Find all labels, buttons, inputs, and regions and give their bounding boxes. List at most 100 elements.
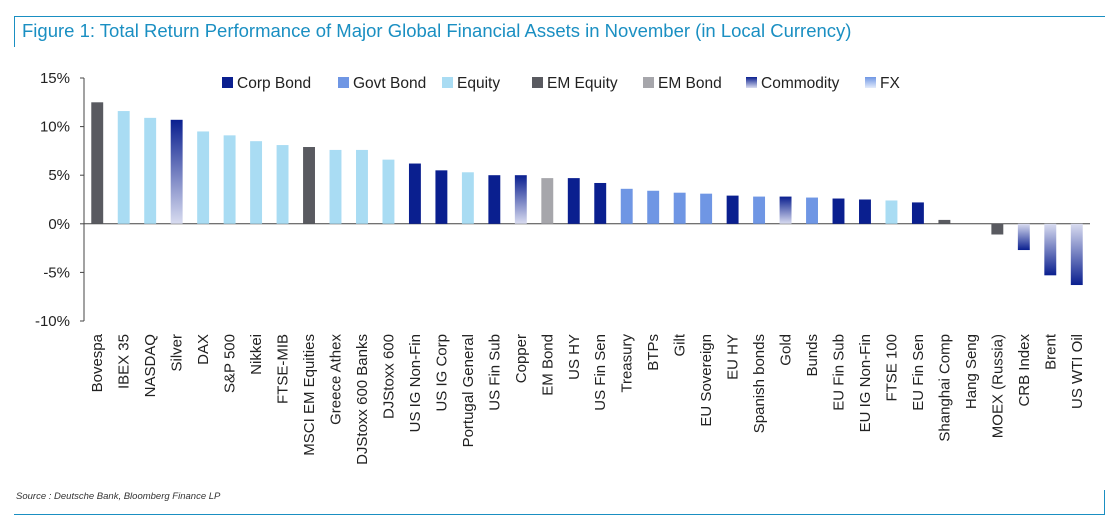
bar [144,117,157,224]
x-tick-label: MOEX (Russia) [989,334,1006,438]
legend-swatch [643,77,654,88]
bar [541,178,554,224]
bar [911,202,924,224]
legend-label: Govt Bond [353,75,426,92]
bar [382,159,395,224]
x-tick-label: FTSE-MIB [275,334,292,404]
x-tick-label: DJStoxx 600 Banks [354,334,371,465]
legend-swatch [338,77,349,88]
bar [1044,223,1057,276]
footer-frame [14,490,1105,515]
bar [461,172,474,224]
bar [594,182,607,224]
bar [991,223,1004,235]
bar [91,102,104,224]
bar [356,149,368,224]
legend: Corp Bond Govt Bond Equity EM Equity EM Bond… [222,75,900,92]
x-tick-label: DAX [195,334,212,365]
bar [673,192,686,224]
x-tick-label: Treasury [619,334,636,393]
bar [726,195,739,224]
x-tick-label: EU IG Non-Fin [857,334,874,432]
bar [753,196,766,224]
chart-title: Figure 1: Total Return Performance of Ma… [22,20,852,41]
x-tick-label: CRB Index [1016,334,1033,407]
x-tick-label: Brent [1042,333,1059,370]
bar [276,145,289,224]
x-tick-label: US Fin Sen [592,334,609,411]
x-tick-label: EU Fin Sub [831,334,848,411]
x-tick-label: Nikkei [248,334,265,375]
bar [117,111,130,224]
x-tick-label: US WTI Oil [1069,334,1086,409]
x-tick-label: Gilt [672,333,689,356]
bar [435,170,448,224]
legend-label: FX [880,75,900,92]
bar [197,131,210,224]
x-tick-label: Shanghai Comp [936,334,953,442]
y-tick-label: 15% [40,70,70,87]
legend-label: EM Equity [547,75,618,92]
source-note: Source : Deutsche Bank, Bloomberg Financ… [16,491,221,502]
y-tick-label: -5% [43,264,70,281]
y-tick-label: 5% [48,167,70,184]
bar [303,147,315,224]
bar [832,198,845,224]
x-tick-label: FTSE 100 [883,334,900,402]
x-tick-label: Bunds [804,334,821,377]
bar [1017,223,1030,251]
bar [885,200,898,224]
bar [647,190,660,224]
bar [408,163,421,224]
bar [700,193,713,224]
x-tick-label: EU Sovereign [698,334,715,427]
x-tick-label: IBEX 35 [116,334,133,389]
x-tick-label: Greece Athex [328,334,345,425]
bar [170,119,183,224]
x-tick-label: MSCI EM Equities [301,334,318,456]
x-tick-label: Spanish bonds [751,334,768,433]
title-frame [14,16,1105,47]
legend-swatch [532,77,543,88]
legend-swatch [222,77,233,88]
bar [514,175,527,224]
x-tick-label: S&P 500 [222,334,239,393]
bar [779,196,792,224]
x-tick-label: Portugal General [460,334,477,447]
x-tick-label: NASDAQ [142,334,159,397]
legend-swatch [442,77,453,88]
legend-label: Commodity [761,75,840,92]
x-tick-label: US IG Corp [433,334,450,412]
x-tick-label: Bovespa [89,333,106,392]
bar [1070,223,1083,286]
bar [806,197,818,224]
y-tick-label: 10% [40,119,70,136]
x-tick-label: EU Fin Sen [910,334,927,411]
y-axis: 15% 10% 5% 0% -5% -10% [35,70,1090,330]
x-tick-label: BTPs [645,334,662,371]
y-tick-label: -10% [35,313,70,330]
x-tick-label: US IG Non-Fin [407,334,424,432]
legend-label: EM Bond [658,75,722,92]
x-tick-label: Copper [513,334,530,383]
x-tick-label: DJStoxx 600 [380,334,397,419]
bar [859,199,871,224]
legend-swatch [746,77,757,88]
bar [567,178,580,224]
bar [938,219,951,224]
bars-group [91,102,1083,286]
x-tick-label: US HY [566,334,583,380]
legend-label: Corp Bond [237,75,311,92]
y-tick-label: 0% [48,216,70,233]
bar [223,135,236,224]
x-tick-label: EU HY [725,334,742,380]
bar [329,149,342,224]
x-tick-label: EM Bond [539,334,556,396]
bar [488,175,501,224]
bar [250,141,263,224]
x-tick-label: Gold [778,334,795,366]
x-axis-labels: Bovespa IBEX 35 NASDAQ Silver DAX S&P 500 Nikk… [89,333,1086,465]
legend-swatch [865,77,876,88]
legend-label: Equity [457,75,500,92]
